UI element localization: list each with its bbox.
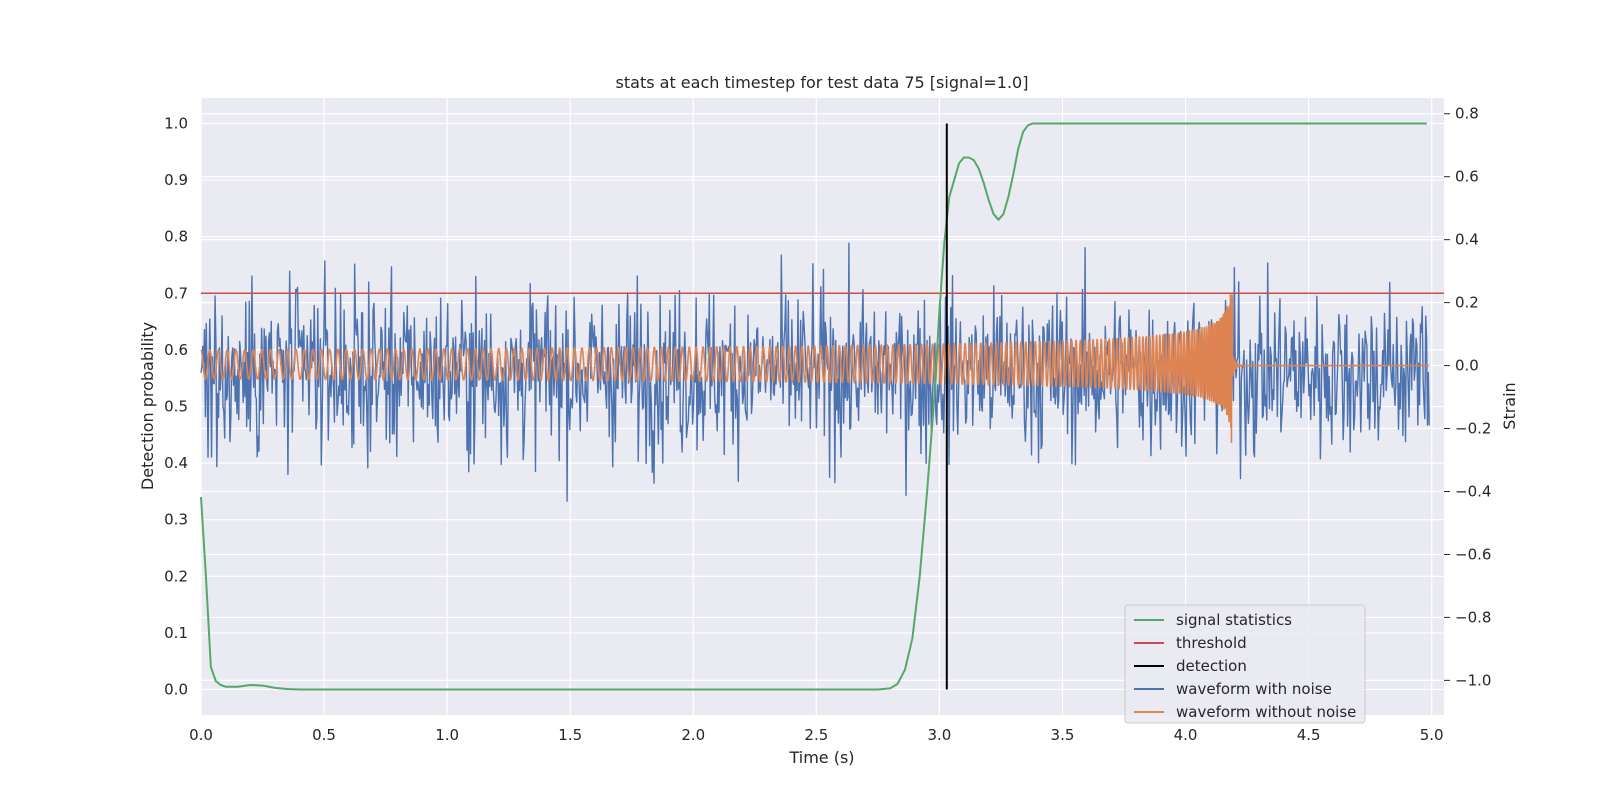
x-axis-label: Time (s) bbox=[788, 748, 854, 767]
chart-title: stats at each timestep for test data 75 … bbox=[616, 73, 1029, 92]
y-right-tick-label: 0.2 bbox=[1455, 294, 1479, 312]
x-tick-label: 3.0 bbox=[927, 726, 951, 744]
x-tick-label: 1.0 bbox=[435, 726, 459, 744]
x-tick-label: 2.0 bbox=[681, 726, 705, 744]
y-right-tick-label: 0.6 bbox=[1455, 168, 1479, 186]
y-left-tick-label: 0.3 bbox=[164, 511, 188, 529]
y-right-tick-labels: 0.8 0.6 0.4 0.2 0.0 −0.2 −0.4 −0.6 −0.8 −1.0 bbox=[1444, 105, 1491, 689]
legend: signal statistics threshold detection wavef… bbox=[1124, 604, 1366, 724]
legend-label: waveform with noise bbox=[1176, 680, 1332, 698]
waveform-without-noise-line bbox=[200, 293, 1430, 444]
y-right-tick-label: −0.4 bbox=[1455, 482, 1491, 500]
x-tick-label: 3.5 bbox=[1051, 726, 1075, 744]
y-left-tick-label: 0.6 bbox=[164, 341, 188, 359]
x-tick-labels: 0.0 0.5 1.0 1.5 2.0 2.5 3.0 3.5 4.0 4.5 5.0 bbox=[189, 726, 1444, 744]
y-left-tick-label: 0.4 bbox=[164, 454, 188, 472]
y-right-tick-label: 0.4 bbox=[1455, 231, 1479, 249]
x-tick-label: 5.0 bbox=[1420, 726, 1444, 744]
y-left-tick-label: 1.0 bbox=[164, 114, 188, 132]
plot-area bbox=[200, 122, 1444, 691]
y-axis-left-label: Detection probability bbox=[138, 322, 157, 490]
y-left-tick-label: 0.0 bbox=[164, 681, 188, 699]
legend-label: threshold bbox=[1176, 634, 1247, 652]
x-tick-label: 4.0 bbox=[1174, 726, 1198, 744]
x-tick-label: 0.5 bbox=[312, 726, 336, 744]
x-tick-label: 0.0 bbox=[189, 726, 213, 744]
signal-statistics-line bbox=[200, 122, 1427, 691]
y-right-tick-label: −0.2 bbox=[1455, 420, 1491, 438]
y-left-tick-label: 0.2 bbox=[164, 567, 188, 585]
legend-label: detection bbox=[1176, 657, 1247, 675]
y-right-tick-label: −0.8 bbox=[1455, 608, 1491, 626]
legend-box bbox=[1124, 604, 1366, 724]
y-right-tick-label: 0.8 bbox=[1455, 105, 1479, 123]
y-left-tick-label: 0.7 bbox=[164, 284, 188, 302]
y-left-tick-labels: 0.0 0.1 0.2 0.3 0.4 0.5 0.6 0.7 0.8 0.9 1.0 bbox=[164, 114, 188, 698]
y-right-tick-label: −1.0 bbox=[1455, 671, 1491, 689]
y-axis-right-label: Strain bbox=[1500, 382, 1519, 429]
y-left-tick-label: 0.8 bbox=[164, 228, 188, 246]
x-tick-label: 4.5 bbox=[1297, 726, 1321, 744]
x-tick-label: 2.5 bbox=[804, 726, 828, 744]
y-left-tick-label: 0.9 bbox=[164, 171, 188, 189]
legend-label: signal statistics bbox=[1176, 611, 1292, 629]
x-tick-label: 1.5 bbox=[558, 726, 582, 744]
y-right-tick-label: −0.6 bbox=[1455, 545, 1491, 563]
y-left-tick-label: 0.1 bbox=[164, 624, 188, 642]
legend-label: waveform without noise bbox=[1176, 703, 1356, 721]
y-left-tick-label: 0.5 bbox=[164, 398, 188, 416]
y-right-tick-label: 0.0 bbox=[1455, 357, 1479, 375]
